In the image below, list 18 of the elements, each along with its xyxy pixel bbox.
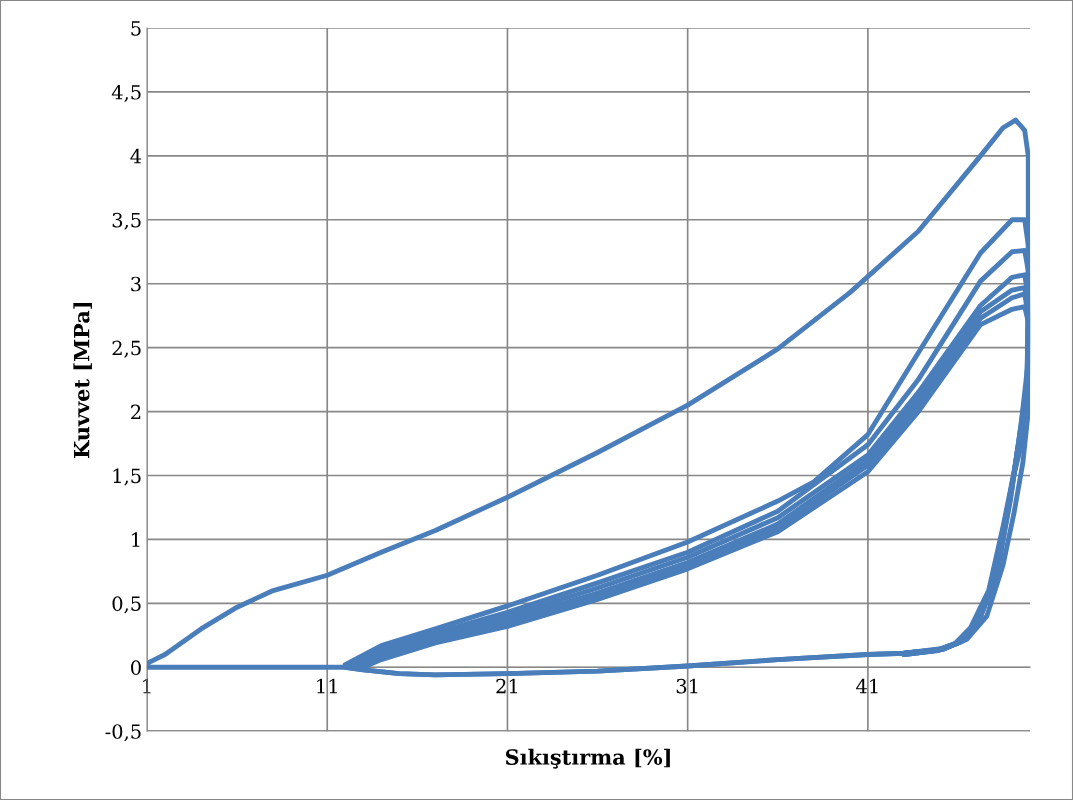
x-tick-label: 21 (496, 678, 518, 694)
y-tick-label: 2 (131, 404, 141, 419)
y-tick-label: 1 (132, 532, 140, 547)
y-tick-label: 4,5 (111, 84, 141, 102)
x-tick-label: 11 (317, 678, 337, 694)
y-tick-label: 3,5 (112, 212, 141, 230)
y-axis-title: Kuvvet [MPa] (73, 302, 92, 458)
x-axis-title: Sıkıştırma [%] (505, 748, 670, 769)
y-tick-label: -0,5 (105, 724, 141, 742)
y-tick-label: 2,5 (112, 340, 141, 358)
y-tick-label: 3 (131, 276, 141, 292)
x-tick-label: 31 (676, 678, 698, 694)
y-tick-label: 0,5 (112, 596, 141, 614)
y-tick-label: 5 (131, 21, 141, 36)
y-tick-label: 1,5 (113, 468, 141, 486)
y-tick-label: 0 (131, 660, 141, 675)
x-tick-label: 41 (856, 678, 878, 694)
y-tick-label: 4 (130, 148, 142, 164)
